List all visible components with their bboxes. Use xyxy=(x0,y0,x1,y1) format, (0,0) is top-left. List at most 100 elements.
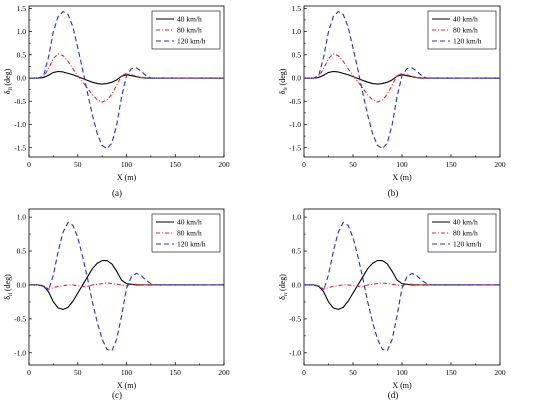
x-axis-label: X (m) xyxy=(117,381,137,390)
x-tick-label: 100 xyxy=(121,368,133,377)
legend-entry: 80 km/h xyxy=(177,26,202,35)
legend-box xyxy=(151,213,221,253)
series-line-40-km-h xyxy=(304,70,500,85)
x-tick-label: 0 xyxy=(27,160,31,169)
y-tick-label: -1.5 xyxy=(14,143,26,152)
x-tick-label: 150 xyxy=(170,368,182,377)
legend-entry: 120 km/h xyxy=(177,37,206,46)
series-line-80-km-h xyxy=(304,53,500,103)
y-axis-label-symbol: δ xyxy=(3,296,12,300)
x-axis-label: X (m) xyxy=(117,173,137,182)
y-tick-label: -0.5 xyxy=(289,314,301,323)
y-tick-label: -1.0 xyxy=(289,120,301,129)
x-tick-label: 150 xyxy=(445,160,457,169)
y-axis-label-subscript: fl xyxy=(7,87,14,91)
series-group xyxy=(304,222,500,352)
y-axis-label-unit: (deg) xyxy=(3,68,12,85)
y-axis-label-symbol: δ xyxy=(278,296,287,300)
x-tick-label: 200 xyxy=(494,160,506,169)
series-line-80-km-h xyxy=(304,282,500,290)
legend: 40 km/h 80 km/h 120 km/h xyxy=(151,213,221,253)
x-axis-label: X (m) xyxy=(392,381,412,390)
x-tick-label: 0 xyxy=(27,368,31,377)
y-axis-label-symbol: δ xyxy=(3,90,12,94)
y-axis-label-subscript: rr xyxy=(283,292,289,296)
x-tick-label: 150 xyxy=(170,160,182,169)
x-tick-label: 50 xyxy=(74,160,82,169)
panel-caption: (a) xyxy=(112,188,122,198)
legend-entry: 80 km/h xyxy=(177,229,202,238)
y-tick-label: -1.5 xyxy=(289,143,301,152)
y-axis-label-unit: (deg) xyxy=(278,68,287,85)
legend-entry: 120 km/h xyxy=(453,240,482,249)
y-tick-label: 1.5 xyxy=(17,4,27,13)
y-tick-label: -0.5 xyxy=(289,97,301,106)
y-tick-label: 0.0 xyxy=(17,74,27,83)
x-tick-label: 50 xyxy=(74,368,82,377)
x-tick-label: 200 xyxy=(218,368,230,377)
y-tick-label: 0.5 xyxy=(17,50,27,59)
legend-entry: 120 km/h xyxy=(453,37,482,46)
y-axis-label: δfl (deg) xyxy=(3,68,14,94)
y-tick-label: 1.0 xyxy=(17,213,27,222)
legend-entry: 80 km/h xyxy=(453,229,478,238)
caption-text: (a) xyxy=(112,188,122,198)
y-tick-label: -1.0 xyxy=(14,120,26,129)
y-tick-label: 1.0 xyxy=(292,213,302,222)
legend-entry: 40 km/h xyxy=(453,15,478,24)
legend: 40 km/h 80 km/h 120 km/h xyxy=(427,10,497,50)
series-line-80-km-h xyxy=(29,282,224,290)
y-tick-label: 1.0 xyxy=(292,27,302,36)
y-tick-label: -1.0 xyxy=(14,348,26,357)
y-axis-label-subscript: fr xyxy=(282,87,289,91)
caption-text: (b) xyxy=(388,188,399,198)
legend-entry: 120 km/h xyxy=(177,240,206,249)
y-tick-label: -1.0 xyxy=(289,348,301,357)
x-tick-label: 100 xyxy=(396,368,408,377)
y-axis-label-symbol: δ xyxy=(278,90,287,94)
legend-entry: 40 km/h xyxy=(177,218,202,227)
legend-box xyxy=(427,10,497,50)
y-axis-label: δrl(deg) xyxy=(3,274,14,300)
legend-entry: 80 km/h xyxy=(453,26,478,35)
x-tick-label: 100 xyxy=(121,160,133,169)
panel-caption: (c) xyxy=(112,390,122,400)
y-tick-label: 0.0 xyxy=(292,74,302,83)
y-tick-label: -0.5 xyxy=(14,97,26,106)
x-tick-label: 0 xyxy=(302,160,306,169)
x-tick-label: 150 xyxy=(445,368,457,377)
legend: 40 km/h 80 km/h 120 km/h xyxy=(427,213,497,253)
series-group xyxy=(29,222,224,352)
caption-text: (c) xyxy=(112,390,122,400)
legend-box xyxy=(427,213,497,253)
series-line-120-km-h xyxy=(29,11,224,150)
series-line-40-km-h xyxy=(29,70,224,85)
y-axis-label: δfr (deg) xyxy=(278,68,289,94)
legend-entry: 40 km/h xyxy=(177,15,202,24)
legend-box xyxy=(151,10,221,50)
y-axis-label-unit: (deg) xyxy=(278,274,287,291)
chart-panel-c: 0 50 100 150 200 -1.0 -0.5 0.0 0.5 1.0 X (m) δrl(de… xyxy=(3,208,230,400)
series-line-40-km-h xyxy=(304,259,500,310)
y-tick-label: 1.0 xyxy=(17,27,27,36)
y-tick-label: 0.0 xyxy=(292,281,302,290)
chart-panel-a: 0 50 100 150 200 -1.5 -1.0 -0.5 0.0 0.5 1.0 1.5 X (m… xyxy=(3,4,230,198)
caption-text: (d) xyxy=(388,390,399,400)
y-tick-label: 0.5 xyxy=(292,50,302,59)
y-tick-label: 0.5 xyxy=(17,247,27,256)
x-axis-label: X (m) xyxy=(392,173,412,182)
legend-entry: 40 km/h xyxy=(453,218,478,227)
y-tick-label: 1.5 xyxy=(292,4,302,13)
x-tick-label: 50 xyxy=(349,368,357,377)
x-tick-label: 50 xyxy=(349,160,357,169)
series-line-120-km-h xyxy=(304,11,500,150)
panel-caption: (d) xyxy=(388,390,399,400)
series-line-40-km-h xyxy=(29,259,224,310)
y-axis-label-unit: (deg) xyxy=(3,274,12,291)
series-group xyxy=(304,11,500,150)
x-tick-label: 200 xyxy=(218,160,230,169)
chart-panel-d: 0 50 100 150 200 -1.0 -0.5 0.0 0.5 1.0 X (m) δrr(de… xyxy=(278,208,506,400)
x-tick-label: 100 xyxy=(396,160,408,169)
